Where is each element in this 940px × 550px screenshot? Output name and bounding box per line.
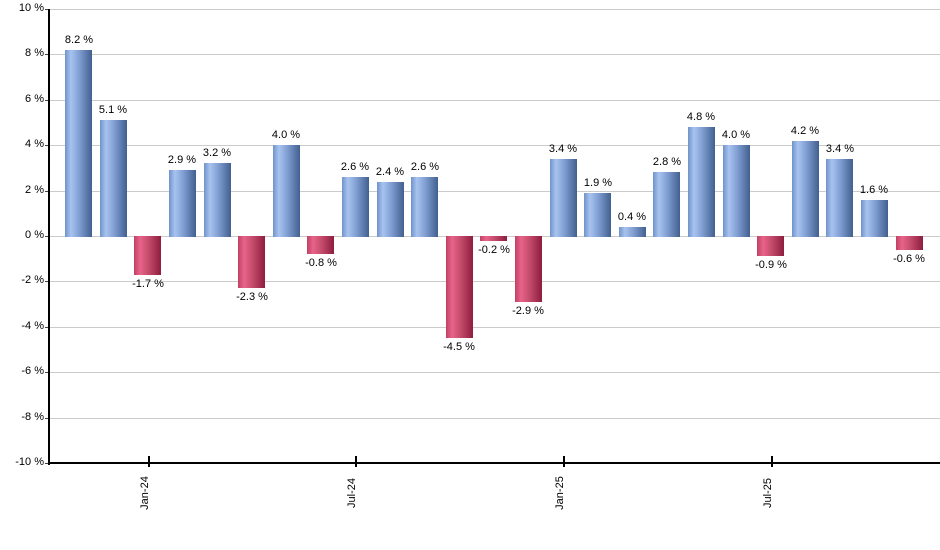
y-axis-tick-mark	[45, 54, 49, 55]
y-axis-tick-mark	[45, 372, 49, 373]
bar	[792, 141, 819, 237]
y-axis-tick-mark	[45, 463, 49, 464]
x-axis-tick-label: Jan-25	[554, 476, 566, 510]
bar	[377, 182, 404, 237]
x-axis-tick-label: Jul-24	[346, 478, 358, 508]
bar	[619, 227, 646, 237]
bar	[100, 120, 127, 237]
y-axis-tick-mark	[45, 9, 49, 10]
bar	[826, 159, 853, 237]
bar	[515, 236, 542, 302]
x-axis-tick-mark	[771, 456, 773, 467]
bar-value-label: 3.2 %	[202, 147, 232, 159]
bar	[757, 236, 784, 256]
bar	[204, 163, 231, 237]
bar-value-label: 1.6 %	[859, 184, 889, 196]
bar-value-label: 4.2 %	[790, 125, 820, 137]
bar	[480, 236, 507, 241]
bar	[446, 236, 473, 338]
y-axis-tick-mark	[45, 281, 49, 282]
gridline	[50, 281, 940, 282]
bar-value-label: 3.4 %	[548, 143, 578, 155]
y-axis-tick-mark	[45, 236, 49, 237]
bar-value-label: 4.8 %	[686, 111, 716, 123]
y-axis-tick-mark	[45, 100, 49, 101]
bar	[550, 159, 577, 237]
y-axis-tick-label: 6 %	[25, 93, 44, 105]
y-axis-tick-label: -10 %	[15, 456, 44, 468]
x-axis-tick-mark	[148, 456, 150, 467]
bar	[584, 193, 611, 237]
y-axis-tick-label: -8 %	[21, 411, 44, 423]
bar	[65, 50, 92, 237]
x-axis-tick-mark	[355, 456, 357, 467]
y-axis-tick-label: -4 %	[21, 320, 44, 332]
bar-value-label: -4.5 %	[443, 341, 475, 353]
gridline	[50, 327, 940, 328]
y-axis-tick-mark	[45, 145, 49, 146]
y-axis-tick-label: 4 %	[25, 138, 44, 150]
y-axis-tick-label: 2 %	[25, 184, 44, 196]
bar-value-label: -2.3 %	[236, 291, 268, 303]
bar-value-label: 2.6 %	[340, 161, 370, 173]
bar	[896, 236, 923, 250]
y-axis-tick-label: 8 %	[25, 47, 44, 59]
bar	[861, 200, 888, 237]
gridline	[50, 191, 940, 192]
bar-value-label: 5.1 %	[98, 104, 128, 116]
bar-value-label: 4.0 %	[271, 129, 301, 141]
bar-value-label: -0.2 %	[478, 244, 510, 256]
bar	[411, 177, 438, 237]
bar	[273, 145, 300, 237]
bar	[238, 236, 265, 288]
bar	[688, 127, 715, 237]
x-axis-tick-label: Jul-25	[762, 478, 774, 508]
y-axis-tick-label: 0 %	[25, 229, 44, 241]
gridline	[50, 9, 940, 10]
bar	[653, 172, 680, 237]
y-axis-line	[48, 9, 50, 465]
bar	[307, 236, 334, 254]
gridline	[50, 418, 940, 419]
bar-value-label: 2.6 %	[410, 161, 440, 173]
bar-value-label: 4.0 %	[721, 129, 751, 141]
bar-value-label: 0.4 %	[617, 211, 647, 223]
gridline	[50, 100, 940, 101]
bar-value-label: -2.9 %	[512, 305, 544, 317]
bar	[169, 170, 196, 237]
x-axis-tick-mark	[563, 456, 565, 467]
y-axis-tick-label: -6 %	[21, 365, 44, 377]
bar-value-label: 3.4 %	[825, 143, 855, 155]
bar-value-label: -0.9 %	[755, 259, 787, 271]
gridline	[50, 372, 940, 373]
y-axis-tick-mark	[45, 418, 49, 419]
gridline	[50, 145, 940, 146]
bar-value-label: 2.4 %	[375, 166, 405, 178]
bar	[134, 236, 161, 275]
bar-value-label: 8.2 %	[64, 34, 94, 46]
x-axis-tick-label: Jan-24	[139, 476, 151, 510]
y-axis-tick-label: 10 %	[18, 2, 44, 14]
x-axis-line	[48, 462, 940, 464]
bar-value-label: -0.8 %	[305, 257, 337, 269]
gridline	[50, 54, 940, 55]
bar-value-label: 1.9 %	[583, 177, 613, 189]
bar-value-label: 2.8 %	[652, 156, 682, 168]
bar-value-label: 2.9 %	[167, 154, 197, 166]
bar	[342, 177, 369, 237]
y-axis-tick-mark	[45, 327, 49, 328]
y-axis-tick-label: -2 %	[21, 274, 44, 286]
bar-value-label: -1.7 %	[132, 278, 164, 290]
bar-value-label: -0.6 %	[893, 253, 925, 265]
y-axis-tick-mark	[45, 191, 49, 192]
bar	[723, 145, 750, 237]
